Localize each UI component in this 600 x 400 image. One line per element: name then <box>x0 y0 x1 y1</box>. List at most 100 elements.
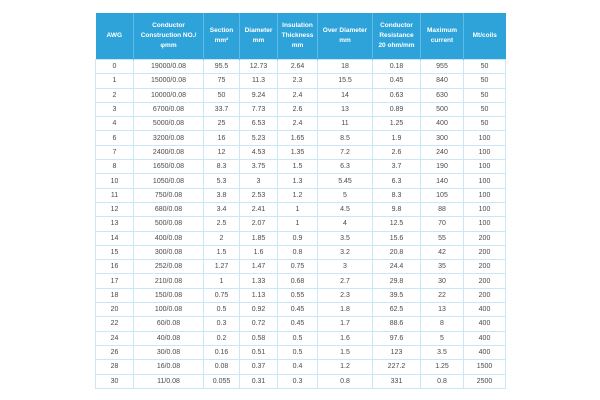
table-cell: 20 <box>95 302 134 318</box>
table-row: 20 100/0.08 0.5 0.92 0.45 1.8 62.5 13 400 <box>95 302 506 318</box>
table-cell: 1.6 <box>239 244 278 261</box>
table-cell: 1.8 <box>317 302 373 318</box>
table-row: 10 1050/0.08 5.3 3 1.3 5.45 6.3 140 100 <box>95 173 506 189</box>
table-cell: 1 <box>277 216 318 232</box>
table-cell: 2.3 <box>277 73 318 89</box>
table-cell: 300/0.08 <box>133 244 204 261</box>
col-header-diameter: Diameter mm <box>239 13 278 60</box>
table-cell: 30 <box>420 273 464 289</box>
table-cell: 15 <box>95 244 134 261</box>
table-cell: 1.33 <box>239 273 278 289</box>
table-cell: 10000/0.08 <box>133 87 204 103</box>
table-cell: 1.13 <box>239 287 278 304</box>
table-cell: 50 <box>463 73 506 89</box>
table-cell: 200 <box>463 273 506 289</box>
table-cell: 3 <box>239 173 278 189</box>
table-cell: 17 <box>95 273 134 289</box>
table-cell: 2.4 <box>277 116 318 132</box>
table-cell: 1500 <box>463 359 506 375</box>
col-header-conductor-construction: Conductor Construction NO./φmm <box>133 13 204 60</box>
table-cell: 6.3 <box>317 159 373 175</box>
table-cell: 1.2 <box>277 187 318 203</box>
table-cell: 18 <box>95 287 134 304</box>
table-cell: 1.2 <box>317 359 373 375</box>
table-cell: 100/0.08 <box>133 302 204 318</box>
table-cell: 13 <box>420 302 464 318</box>
table-cell: 22 <box>420 287 464 304</box>
table-cell: 20.8 <box>372 244 421 261</box>
table-cell: 4 <box>95 116 134 132</box>
table-cell: 1.6 <box>317 330 373 346</box>
table-cell: 100 <box>463 159 506 175</box>
table-row: 16 252/0.08 1.27 1.47 0.75 3 24.4 35 200 <box>95 259 506 275</box>
table-cell: 240 <box>420 144 464 161</box>
col-header-maximum-current: Maximum current <box>420 13 464 60</box>
table-cell: 24.4 <box>372 259 421 275</box>
table-cell: 3.2 <box>317 244 373 261</box>
table-cell: 0.5 <box>277 330 318 346</box>
table-cell: 12.5 <box>372 216 421 232</box>
table-cell: 955 <box>420 58 464 75</box>
table-cell: 1.65 <box>277 130 318 146</box>
table-cell: 50 <box>463 101 506 118</box>
table-cell: 0.8 <box>317 373 373 389</box>
col-header-conductor-resistance: Conductor Resistance 20 ohm/mm <box>372 13 421 60</box>
table-cell: 0.58 <box>239 330 278 346</box>
table-cell: 1 <box>277 201 318 218</box>
table-row: 12 680/0.08 3.4 2.41 1 4.5 9.8 88 100 <box>95 201 506 218</box>
table-cell: 630 <box>420 87 464 103</box>
table-cell: 18 <box>317 58 373 75</box>
table-cell: 5000/0.08 <box>133 116 204 132</box>
table-cell: 2 <box>95 87 134 103</box>
table-cell: 3.75 <box>239 159 278 175</box>
table-cell: 5 <box>420 330 464 346</box>
table-row: 13 500/0.08 2.5 2.07 1 4 12.5 70 100 <box>95 216 506 232</box>
table-cell: 3.4 <box>203 201 240 218</box>
table-cell: 2.53 <box>239 187 278 203</box>
table-row: 3 6700/0.08 33.7 7.73 2.6 13 0.89 500 50 <box>95 101 506 118</box>
table-cell: 2.4 <box>277 87 318 103</box>
table-cell: 11 <box>95 187 134 203</box>
table-cell: 9.8 <box>372 201 421 218</box>
table-cell: 2.5 <box>203 216 240 232</box>
table-cell: 5.3 <box>203 173 240 189</box>
table-cell: 331 <box>372 373 421 389</box>
table-cell: 2.07 <box>239 216 278 232</box>
table-cell: 25 <box>203 116 240 132</box>
table-row: 4 5000/0.08 25 6.53 2.4 11 1.25 400 50 <box>95 116 506 132</box>
table-cell: 3.5 <box>317 230 373 246</box>
table-cell: 0.31 <box>239 373 278 389</box>
table-cell: 40/0.08 <box>133 330 204 346</box>
table-cell: 12.73 <box>239 58 278 75</box>
table-cell: 2.7 <box>317 273 373 289</box>
table-cell: 2.41 <box>239 201 278 218</box>
table-cell: 50 <box>463 116 506 132</box>
table-cell: 60/0.08 <box>133 316 204 332</box>
table-cell: 0.08 <box>203 359 240 375</box>
header-row: AWG Conductor Construction NO./φmm Secti… <box>95 13 506 60</box>
col-header-mt-coils: Mt/coils <box>463 13 506 60</box>
table-cell: 3200/0.08 <box>133 130 204 146</box>
table-cell: 10 <box>95 173 134 189</box>
table-cell: 3.5 <box>420 344 464 361</box>
table-cell: 1.47 <box>239 259 278 275</box>
table-cell: 11/0.08 <box>133 373 204 389</box>
table-row: 18 150/0.08 0.75 1.13 0.55 2.3 39.5 22 200 <box>95 287 506 304</box>
table-cell: 28 <box>95 359 134 375</box>
table-row: 8 1650/0.08 8.3 3.75 1.5 6.3 3.7 190 100 <box>95 159 506 175</box>
table-row: 6 3200/0.08 16 5.23 1.65 8.5 1.9 300 100 <box>95 130 506 146</box>
table-cell: 13 <box>317 101 373 118</box>
table-cell: 55 <box>420 230 464 246</box>
table-row: 0 19000/0.08 95.5 12.73 2.64 18 0.18 955 50 <box>95 58 506 75</box>
table-cell: 50 <box>463 87 506 103</box>
table-body: 0 19000/0.08 95.5 12.73 2.64 18 0.18 955 50 1 1500… <box>95 58 506 389</box>
table-cell: 29.8 <box>372 273 421 289</box>
table-cell: 88.6 <box>372 316 421 332</box>
col-header-section: Section mm² <box>203 13 240 60</box>
table-cell: 0.3 <box>277 373 318 389</box>
table-cell: 0.55 <box>277 287 318 304</box>
table-cell: 16 <box>203 130 240 146</box>
table-cell: 252/0.08 <box>133 259 204 275</box>
table-cell: 150/0.08 <box>133 287 204 304</box>
table-cell: 13 <box>95 216 134 232</box>
